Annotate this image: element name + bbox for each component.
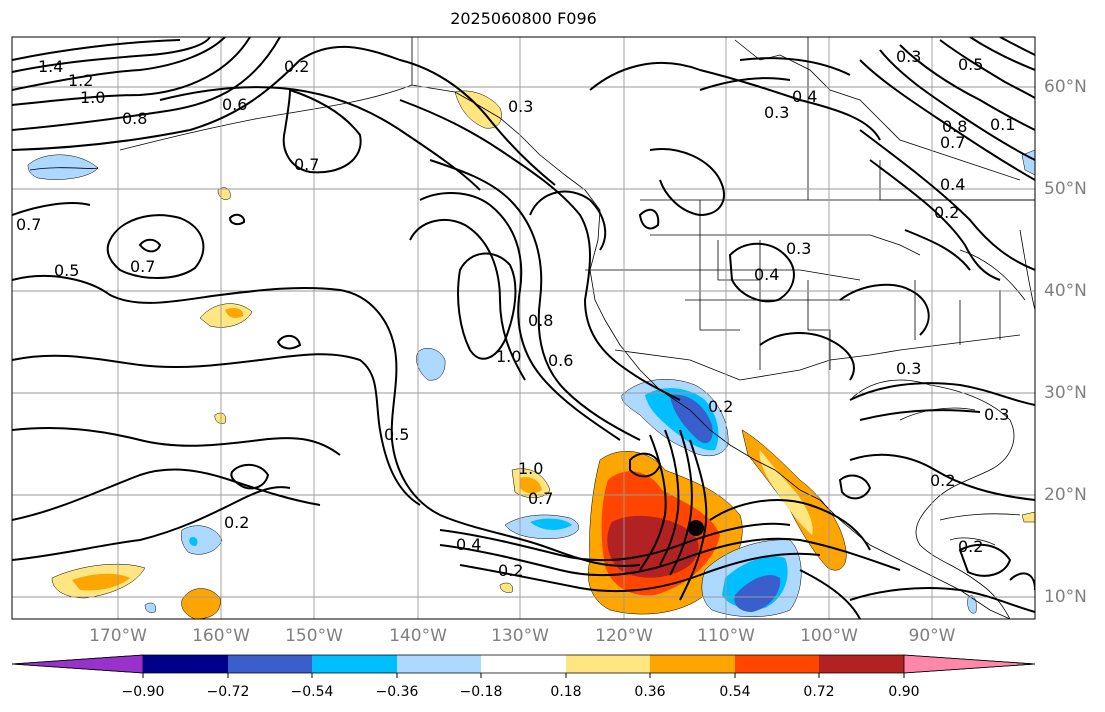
storm-center-dot	[688, 520, 704, 536]
contour-label: 0.8	[122, 109, 147, 128]
colorbar-segment	[143, 655, 228, 673]
contour-label: 0.5	[384, 425, 409, 444]
contour-label: 0.5	[54, 261, 79, 280]
latitude-label: 40°N	[1044, 281, 1087, 301]
contour-label: 0.8	[528, 311, 553, 330]
colorbar-tick-label: −0.18	[459, 684, 503, 700]
latitude-label: 30°N	[1044, 383, 1087, 403]
longitude-label: 120°W	[595, 626, 653, 646]
latitude-label: 60°N	[1044, 77, 1087, 97]
contour-label: 1.0	[80, 88, 105, 107]
colorbar-segment	[312, 655, 397, 673]
contour-label: 0.3	[786, 239, 811, 258]
latitude-label: 50°N	[1044, 179, 1087, 199]
negative-anomaly-shading	[27, 149, 1035, 617]
colorbar-tick-label: 0.72	[803, 684, 835, 700]
contour-label: 0.7	[294, 155, 319, 174]
longitude-label: 150°W	[285, 626, 343, 646]
longitude-label: 130°W	[491, 626, 549, 646]
colorbar-segment	[11, 654, 144, 674]
contour-label: 0.3	[896, 47, 921, 66]
map-title: 2025060800 F096	[450, 9, 597, 28]
contour-label: 0.2	[708, 397, 733, 416]
contour-label: 0.2	[224, 513, 249, 532]
colorbar-segment	[228, 655, 312, 673]
contour-label: 0.5	[958, 55, 983, 74]
contour-label: 1.2	[68, 71, 93, 90]
longitude-label: 90°W	[908, 626, 956, 646]
colorbar-segment	[735, 655, 819, 673]
contour-label: 0.6	[222, 95, 247, 114]
colorbar-segment	[819, 655, 904, 673]
contour-label: 0.7	[16, 215, 41, 234]
colorbar-tick-label: 0.90	[888, 684, 920, 700]
contour-label: 0.7	[130, 257, 155, 276]
longitude-label: 110°W	[697, 626, 755, 646]
contour-label: 0.4	[754, 265, 779, 284]
colorbar-tick-label: 0.36	[634, 684, 666, 700]
contour-label: 0.1	[990, 115, 1015, 134]
colorbar-tick-label: −0.90	[121, 684, 165, 700]
contour-label: 1.4	[38, 57, 63, 76]
colorbar-segment	[481, 655, 566, 673]
colorbar-segment	[397, 655, 481, 673]
contour-label: 0.2	[284, 57, 309, 76]
colorbar-segment	[903, 654, 1036, 674]
colorbar-segment	[650, 655, 735, 673]
contour-label: 0.2	[498, 561, 523, 580]
contour-label: 0.4	[940, 175, 965, 194]
contour-label: 0.3	[764, 103, 789, 122]
colorbar-tick-label: 0.18	[550, 684, 582, 700]
longitude-label: 100°W	[800, 626, 858, 646]
colorbar-tick-label: −0.72	[206, 684, 250, 700]
contour-label: 0.2	[934, 203, 959, 222]
contour-label: 0.3	[984, 405, 1009, 424]
map-frame	[11, 36, 1036, 620]
colorbar	[11, 654, 1036, 678]
contour-label: 0.4	[456, 535, 481, 554]
contour-label: 0.2	[930, 471, 955, 490]
longitude-label: 170°W	[89, 626, 147, 646]
colorbar-segment	[566, 655, 650, 673]
contour-label: 0.7	[940, 133, 965, 152]
contour-label: 1.0	[518, 459, 543, 478]
contour-label: 0.2	[958, 537, 983, 556]
latitude-label: 20°N	[1044, 485, 1087, 505]
contour-label: 0.6	[548, 351, 573, 370]
contour-label: 0.3	[896, 359, 921, 378]
contour-label: 0.3	[508, 97, 533, 116]
contour-lines	[12, 37, 1035, 619]
contour-labels: 1.4 1.2 1.0 0.8 0.6 0.2 0.7 0.7 0.5 0.7 …	[16, 47, 1015, 580]
longitude-label: 160°W	[192, 626, 250, 646]
contour-label: 0.8	[942, 117, 967, 136]
contour-label: 0.4	[792, 87, 817, 106]
colorbar-tick-label: −0.36	[375, 684, 419, 700]
colorbar-ticks	[142, 673, 905, 678]
latitude-label: 10°N	[1044, 587, 1087, 607]
contour-label: 0.7	[528, 489, 553, 508]
longitude-label: 140°W	[389, 626, 447, 646]
colorbar-tick-label: 0.54	[719, 684, 751, 700]
colorbar-tick-label: −0.54	[290, 684, 334, 700]
contour-label: 1.0	[496, 347, 521, 366]
